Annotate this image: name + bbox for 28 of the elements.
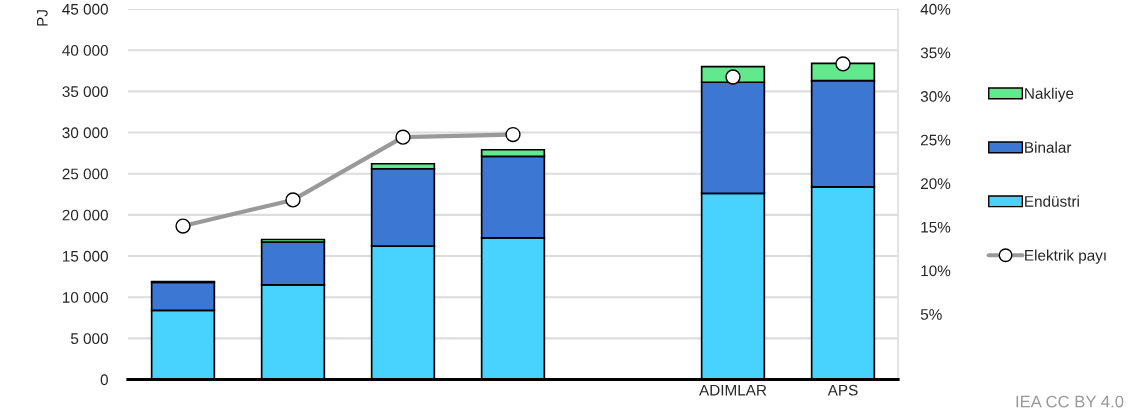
legend-label: Endüstri [1025,195,1079,207]
x-tick-label: APS [827,384,858,396]
y2-tick-label: 30% [920,91,951,102]
y2-tick-label: 40% [920,3,951,15]
y2-tick-label: 35% [920,47,951,59]
point [835,56,851,72]
y-axis-title: PJ [37,10,48,26]
y2-tick-label: 20% [920,178,951,190]
legend-label: Binalar [1025,141,1072,153]
y-tick-label: 35 000 [62,86,108,98]
legend-label: Nakliye [1025,87,1074,102]
y2-tick-label: 25% [920,134,951,146]
y-tick-label: 40 000 [62,45,108,56]
y2-tick-label: 5% [920,309,942,320]
x-tick-label: ADIMLAR [699,384,767,396]
legend-label: Elektrik payı [1025,249,1106,264]
y-tick-label: 25 000 [62,168,108,180]
y-tick-label: 30 000 [62,127,108,139]
y-tick-label: 5 000 [70,333,108,345]
point [725,69,741,85]
y-tick-label: 0 [100,374,108,386]
y-tick-label: 10 000 [63,292,108,303]
y-tick-label: 45 000 [62,3,108,15]
y-tick-label: 20 000 [62,209,108,221]
y2-tick-label: 10% [921,265,951,277]
y2-tick-label: 15% [921,221,951,233]
text: IEA CC BY 4.0 [1016,395,1124,408]
y-tick-label: 15 000 [63,250,108,262]
